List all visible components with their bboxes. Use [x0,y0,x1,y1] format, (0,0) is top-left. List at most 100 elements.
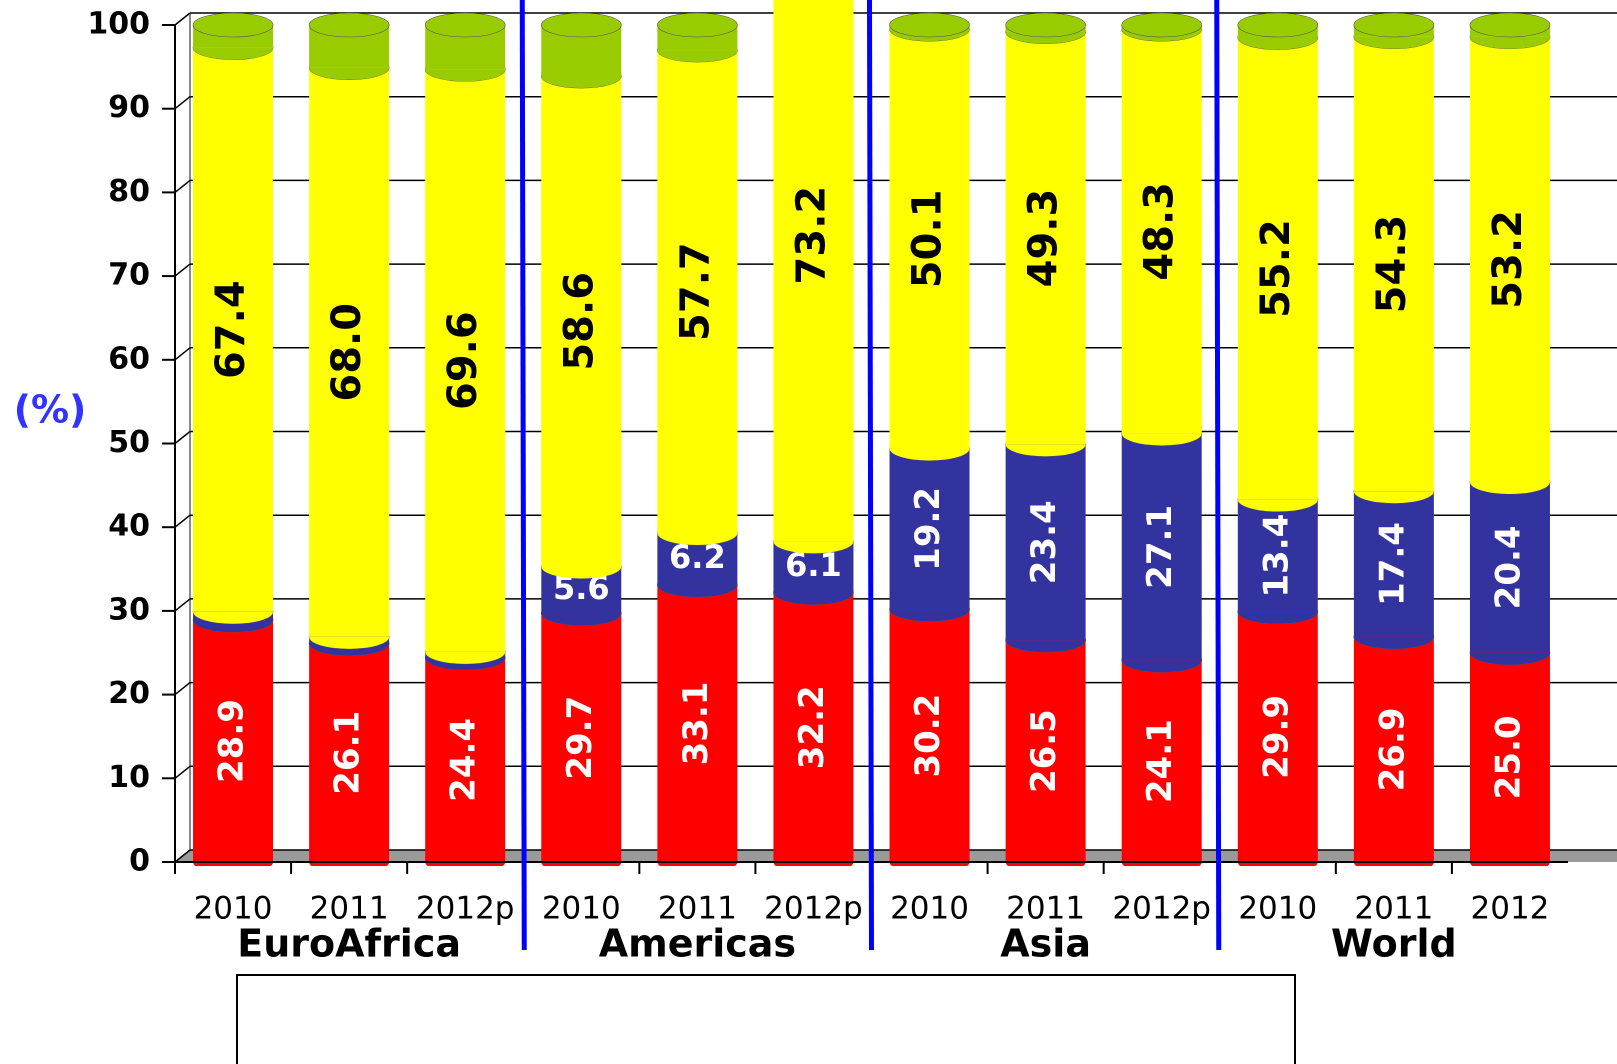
segment-bottom [541,613,622,626]
y-tick-label: 70 [108,258,150,293]
value-label: 25.0 [1488,715,1528,799]
group-label: Americas [599,922,796,966]
y-tick-label: 60 [108,341,150,376]
grid-line [174,179,191,193]
segment-top [540,12,622,38]
bar-segment [1121,660,1202,862]
segment-bottom [889,448,970,461]
segment-bottom [657,862,738,866]
group-separator [1214,0,1222,951]
value-label: 26.9 [1372,707,1412,791]
segment-bottom [1237,862,1318,866]
value-label: 67.4 [208,280,254,379]
value-label: 33.1 [676,682,716,766]
group-label: EuroAfrica [237,922,461,966]
value-label: 68.0 [324,303,370,402]
segment-bottom [1469,652,1550,665]
segment-bottom [541,566,622,579]
segment-top [1237,12,1319,38]
segment-bottom [1237,611,1318,624]
bar-segment [1469,36,1550,483]
segment-top [1005,12,1086,38]
bar-segment [1469,652,1550,862]
y-axis-label: (%) [14,388,87,432]
segment-bottom [1005,862,1086,866]
value-label: 13.4 [1256,514,1296,598]
bar-segment [657,50,738,534]
segment-bottom [1469,862,1550,866]
segment-top [308,12,390,38]
grid-line [174,682,191,696]
segment-bottom [657,50,738,63]
segment-bottom [889,862,970,866]
bar-segment [1121,29,1202,434]
grid-line [174,598,191,612]
segment-top [657,12,738,38]
value-label: 73.2 [788,186,834,285]
y-tick-label: 30 [108,592,150,627]
bar-segment [1005,31,1086,445]
value-label: 19.2 [908,487,948,571]
value-label: 28.9 [212,699,252,783]
x-tick-label: 2012 [1471,891,1550,927]
bar-segment [1121,433,1202,661]
segment-bottom [1469,36,1550,49]
group-separator [867,0,874,951]
bar-segment [889,609,970,862]
bar-segment [541,613,622,862]
value-label: 57.7 [672,242,718,341]
grid-line [174,263,191,277]
grid-line [174,347,191,361]
value-label: 23.4 [1024,500,1064,584]
segment-bottom [309,636,390,649]
value-label: 30.2 [908,694,948,778]
value-label: 26.1 [328,711,368,795]
segment-bottom [193,47,274,60]
segment-top [1121,12,1203,38]
segment-bottom [1353,491,1434,504]
bar-segment [773,592,854,862]
grid-line [174,765,191,779]
value-label: 48.3 [1137,182,1183,281]
bar-segment [1469,482,1550,653]
x-tick-label: 2010 [890,891,969,927]
grid-line [174,514,191,528]
x-tick-label: 2011 [1354,891,1433,927]
segment-bottom [193,611,274,624]
bar-segment [1005,444,1086,641]
segment-bottom [1353,636,1434,649]
bar-segment [193,620,274,862]
bar-segment [1237,611,1318,862]
segment-bottom [309,862,390,866]
grid-line [174,96,191,110]
value-label: 20.4 [1488,525,1528,609]
segment-bottom [425,651,506,664]
value-label: 53.2 [1485,210,1531,309]
segment-bottom [1353,862,1434,866]
segment-bottom [773,592,854,605]
value-label: 50.1 [905,190,951,289]
bar-segment [309,67,390,637]
bar-segment [773,0,854,542]
y-tick-label: 40 [108,509,150,544]
value-label: 49.3 [1021,189,1067,288]
x-tick-label: 2010 [542,891,621,927]
x-tick-label: 2012p [416,891,515,927]
bar-segment [1237,37,1318,500]
bar-segment [1005,640,1086,862]
segment-top [424,12,506,38]
bar-segment [1353,636,1434,862]
group-separator [519,0,527,951]
segment-bottom [1237,499,1318,512]
x-tick-label: 2011 [1006,891,1085,927]
segment-top [192,12,274,38]
segment-bottom [1121,862,1202,866]
segment-bottom [1353,36,1434,49]
legend-box [236,974,1296,1064]
segment-bottom [541,862,622,866]
x-tick-label: 2012p [764,891,863,927]
y-tick-label: 10 [108,760,150,795]
value-label: 26.5 [1024,709,1064,793]
segment-bottom [1005,640,1086,653]
